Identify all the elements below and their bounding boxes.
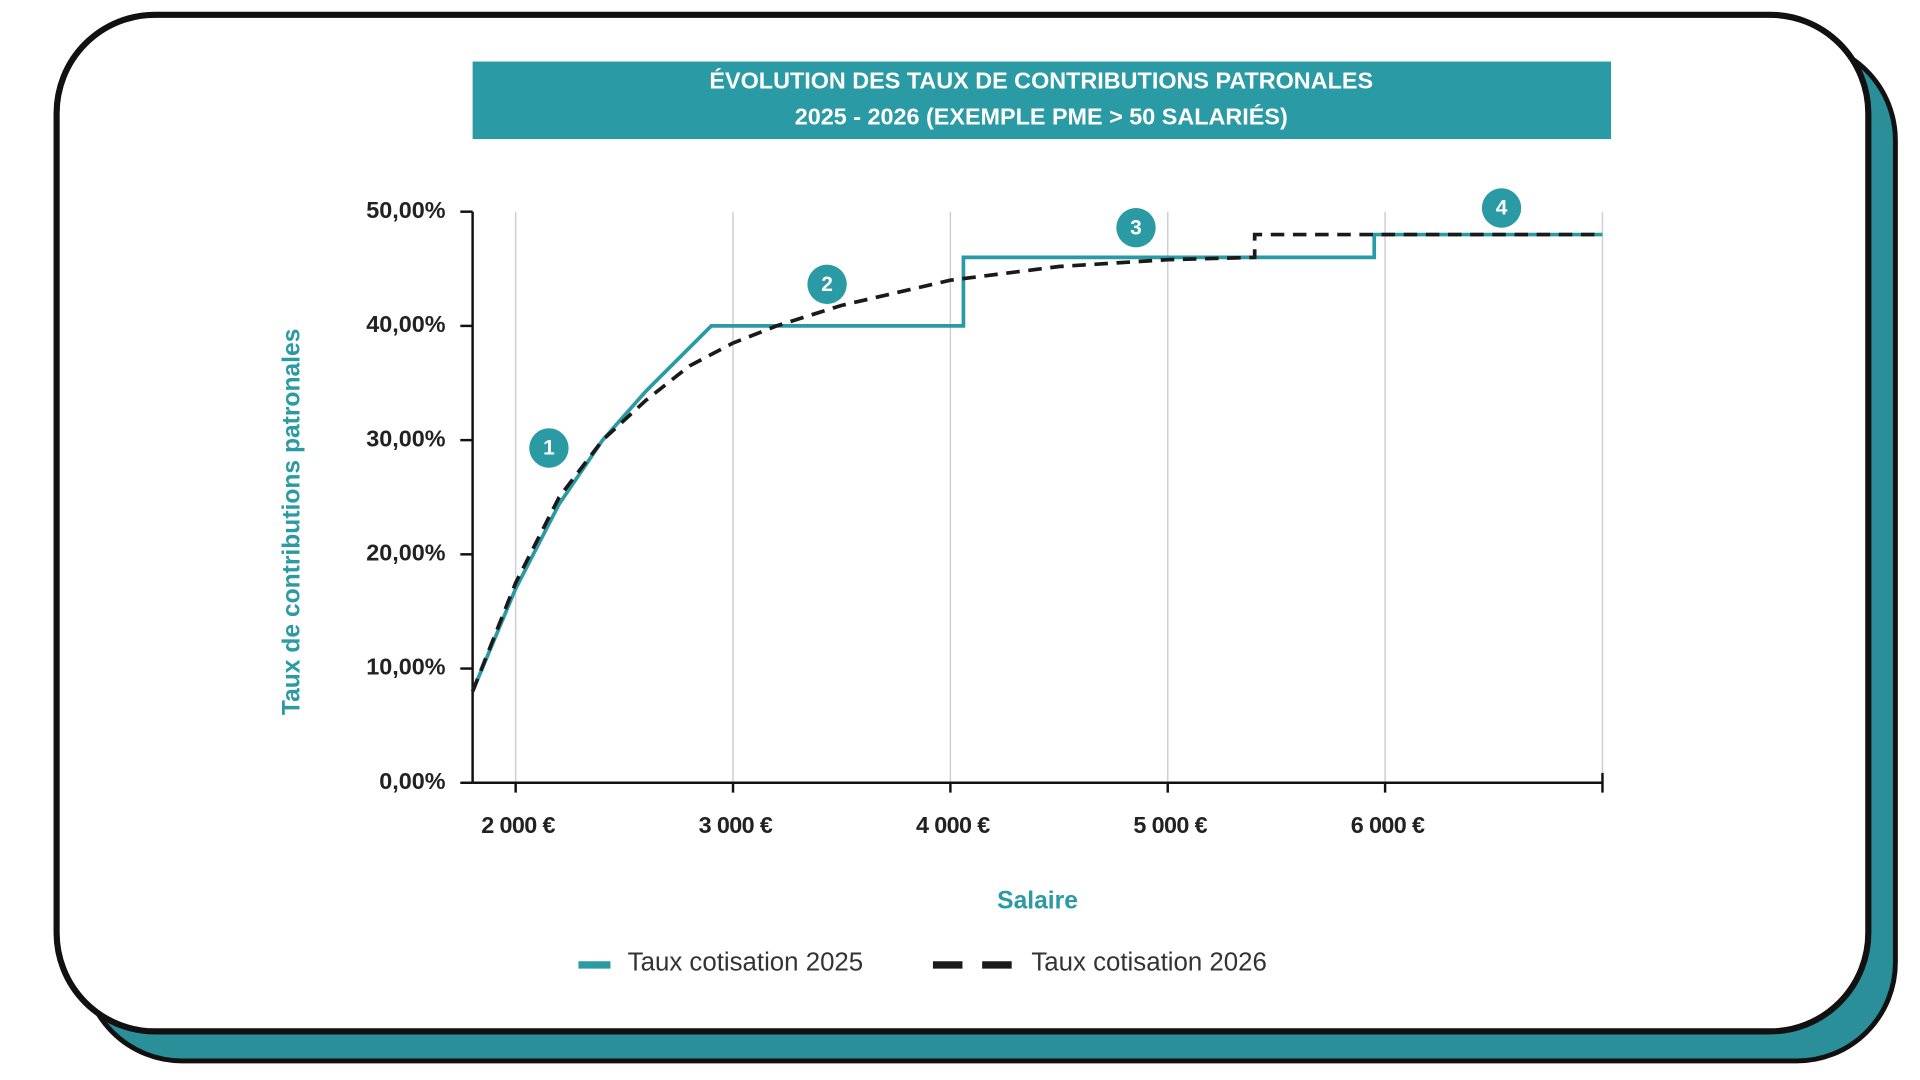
y-tick-label: 0,00% [379,768,445,794]
chart-title: ÉVOLUTION DES TAUX DE CONTRIBUTIONS PATR… [709,67,1373,94]
title-banner [472,61,1612,140]
x-tick-label: 5 000 € [1133,812,1207,838]
series-line [470,232,1603,693]
x-tick-label: 3 000 € [699,812,773,838]
annotation-label: 3 [1130,216,1142,239]
legend: Taux cotisation 2025 Taux cotisation 2026 [578,949,1267,977]
annotation: 1 2 3 4 [529,188,1522,468]
legend-label: Taux cotisation 2026 [1031,949,1266,977]
y-tick-label: 10,00% [366,654,445,680]
chart-subtitle: 2025 - 2026 (EXEMPLE PME > 50 SALARIÉS) [795,102,1288,129]
x-axis-label: Salaire [997,888,1078,915]
annotation-badge [1481,188,1522,228]
card [53,11,1872,1035]
y-tick-label: 40,00% [366,311,445,337]
x-tick-label: 4 000 € [916,812,990,838]
series-line [470,232,1603,693]
annotation-label: 2 [821,273,833,296]
y-tick-label: 20,00% [366,540,445,566]
plot: 2 000 € 3 000 € 4 000 € 5 000 € 6 000 € 0,00%… [366,197,1604,838]
y-axis-label: Taux de contributions patronales [278,329,305,716]
annotation-label: 4 [1496,197,1508,220]
annotation-badge [529,428,569,468]
y-tick-label: 50,00% [366,197,445,223]
y-tick-label: 30,00% [366,425,445,451]
annotation-badge [807,264,847,304]
annotation-label: 1 [543,437,555,460]
x-tick-label: 6 000 € [1351,812,1425,838]
annotation-badge [1116,208,1156,248]
x-tick-label: 2 000 € [481,812,555,838]
legend-label: Taux cotisation 2025 [628,949,863,977]
